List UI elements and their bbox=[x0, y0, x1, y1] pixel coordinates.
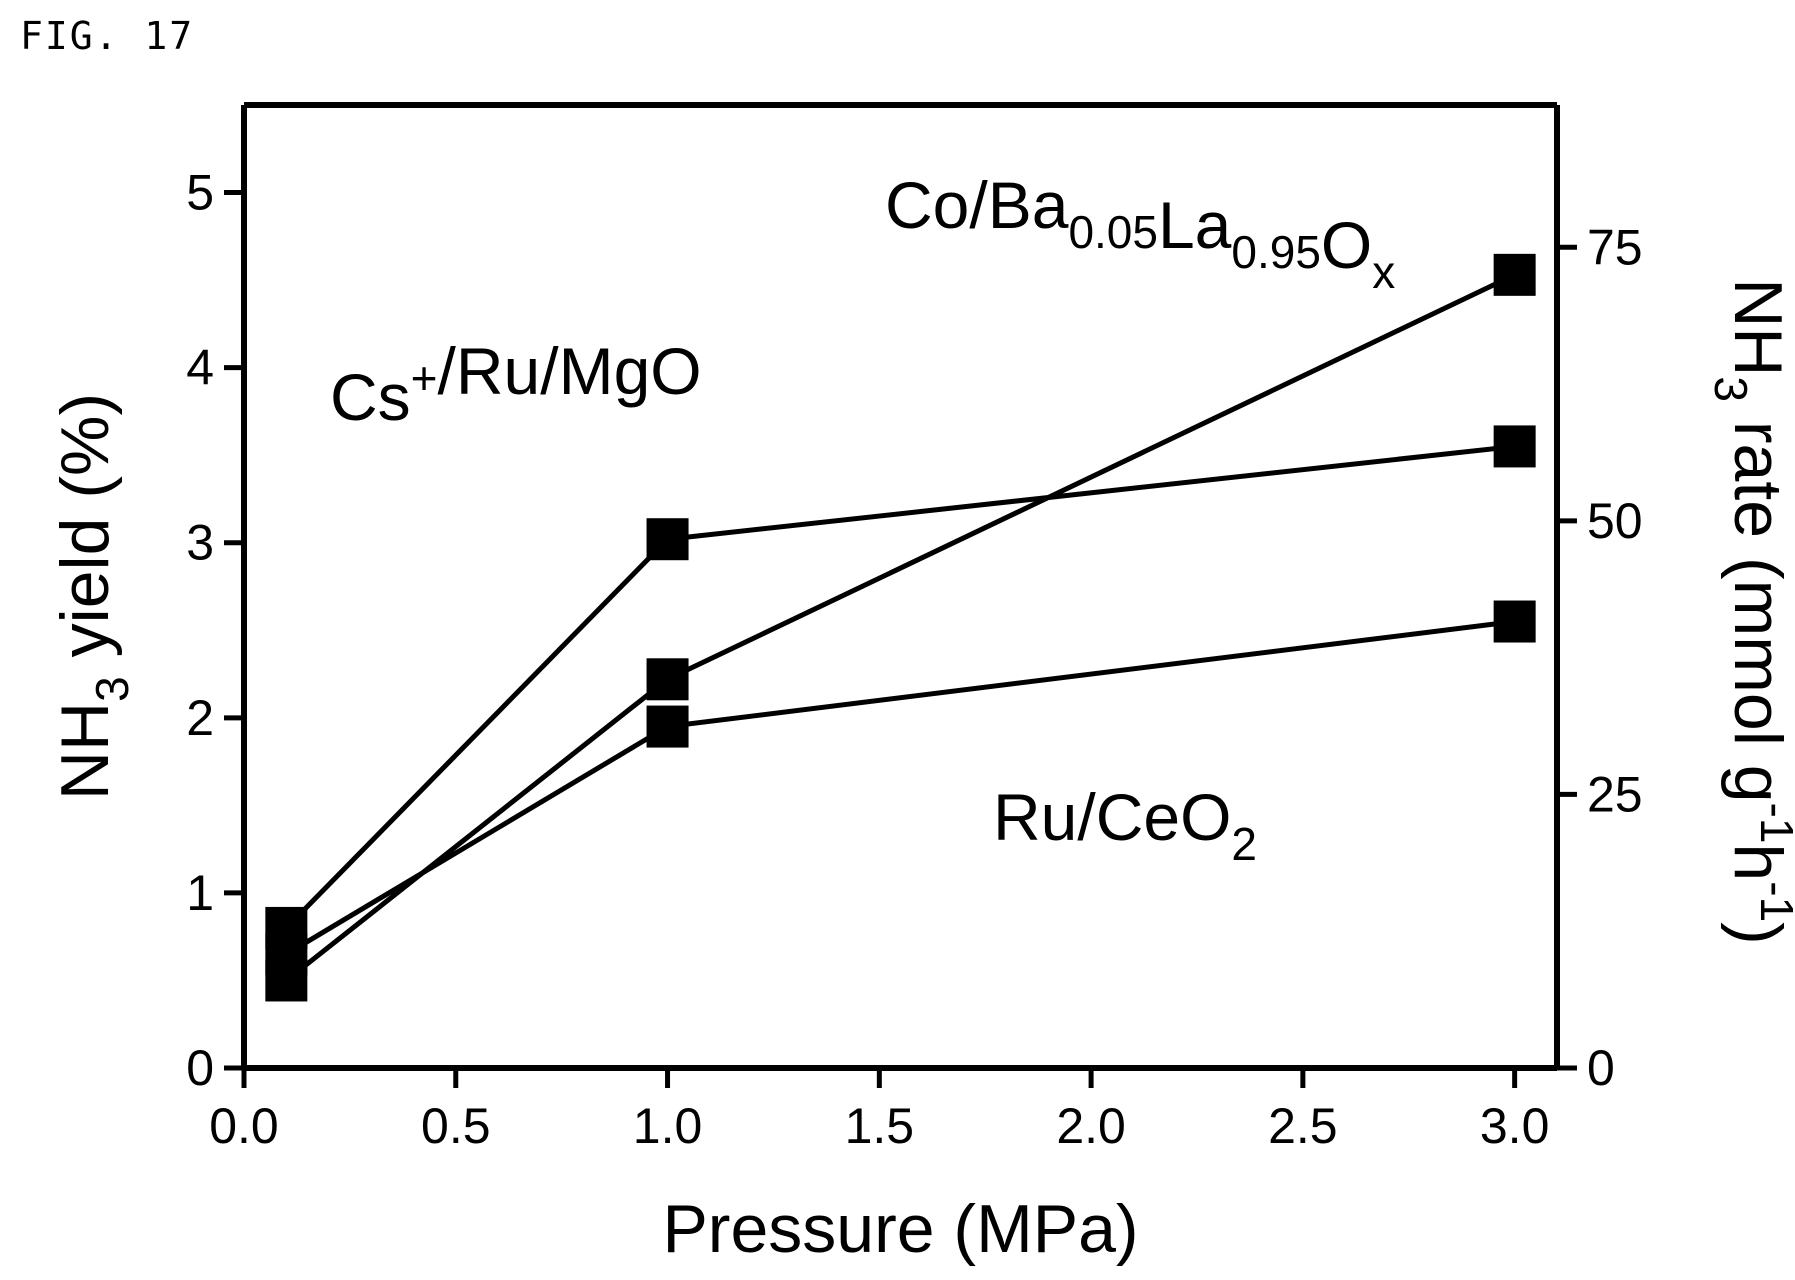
series-1 bbox=[265, 425, 1536, 949]
data-point bbox=[1493, 253, 1536, 296]
y2-axis-title: NH3 rate (mmol g-1h-1) bbox=[1705, 278, 1795, 945]
x-tick-label: 1.5 bbox=[845, 1098, 915, 1154]
y-tick-label: 4 bbox=[186, 340, 214, 396]
data-point bbox=[646, 705, 689, 748]
y-tick-label: 3 bbox=[186, 515, 214, 571]
figure-label: FIG. 17 bbox=[20, 14, 195, 58]
y2-tick-label: 25 bbox=[1587, 766, 1643, 822]
data-point bbox=[1493, 425, 1536, 468]
data-point bbox=[646, 658, 689, 701]
y-tick-label: 2 bbox=[186, 690, 214, 746]
x-tick-label: 1.0 bbox=[633, 1098, 703, 1154]
y-axis-title: NH3 yield (%) bbox=[47, 393, 138, 800]
y-tick-label: 1 bbox=[186, 865, 214, 921]
annotation-co-ba-la: Co/Ba0.05La0.95Ox bbox=[885, 168, 1395, 298]
x-tick-label: 0.5 bbox=[421, 1098, 491, 1154]
x-tick-label: 3.0 bbox=[1480, 1098, 1550, 1154]
y2-tick-label: 50 bbox=[1587, 493, 1643, 549]
data-point bbox=[1493, 600, 1536, 643]
y2-tick-label: 75 bbox=[1587, 219, 1643, 275]
series-3 bbox=[265, 600, 1536, 976]
data-point bbox=[265, 933, 308, 976]
y2-tick-label: 0 bbox=[1587, 1040, 1615, 1096]
y-tick-label: 0 bbox=[186, 1040, 214, 1096]
series-line bbox=[285, 619, 1515, 957]
annotation-cs-ru-mgo: Cs+/Ru/MgO bbox=[330, 334, 702, 434]
annotations: Cs+/Ru/MgO Co/Ba0.05La0.95Ox Ru/CeO2 bbox=[330, 168, 1395, 870]
axis-titles: Pressure (MPa) NH3 yield (%) NH3 rate (mmo… bbox=[47, 278, 1795, 1267]
x-tick-label: 2.5 bbox=[1268, 1098, 1338, 1154]
data-point bbox=[646, 518, 689, 561]
x-tick-label: 2.0 bbox=[1056, 1098, 1126, 1154]
series-layer bbox=[265, 253, 1536, 1002]
y-tick-label: 5 bbox=[186, 165, 214, 221]
x-tick-label: 0.0 bbox=[209, 1098, 279, 1154]
x-axis-title: Pressure (MPa) bbox=[662, 1191, 1138, 1267]
series-line bbox=[284, 443, 1515, 930]
annotation-ru-ceo2: Ru/CeO2 bbox=[993, 780, 1257, 870]
